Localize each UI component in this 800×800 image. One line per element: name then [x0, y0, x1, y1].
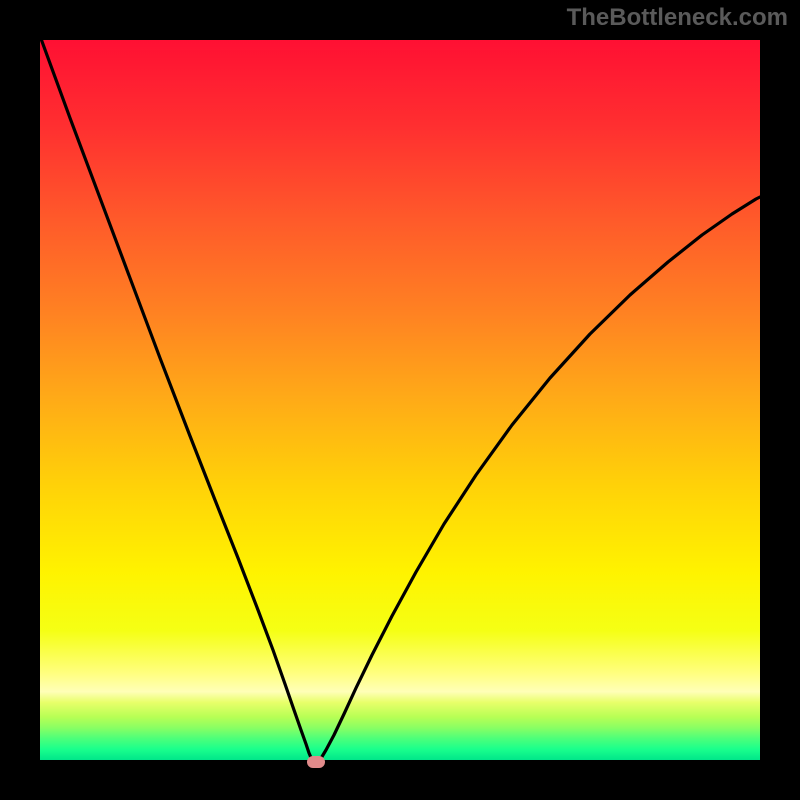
chart-root: TheBottleneck.com	[0, 0, 800, 800]
watermark-text: TheBottleneck.com	[567, 4, 788, 32]
gradient-background	[40, 40, 760, 760]
minimum-marker	[307, 756, 325, 768]
chart-svg	[0, 0, 800, 800]
